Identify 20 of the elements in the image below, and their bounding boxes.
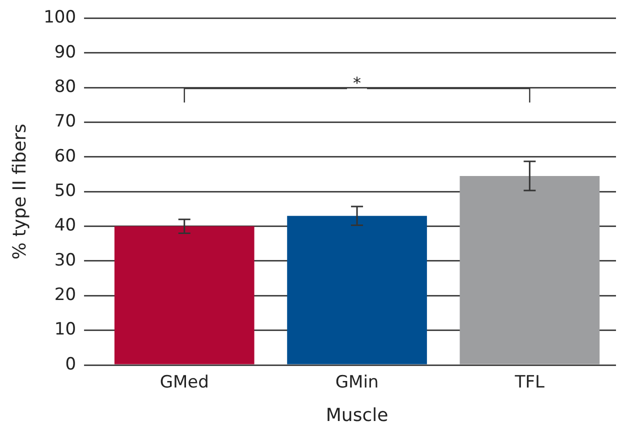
bar [460,176,600,364]
y-tick-label: 10 [54,320,76,340]
annotation: * [353,74,362,93]
y-tick-label: 40 [54,216,76,236]
y-tick-label: 80 [54,76,76,97]
y-tick-label: 30 [54,250,76,270]
x-axis-title: Muscle [326,404,388,426]
x-tick-label: TFL [514,372,546,393]
y-tick-label: 90 [54,42,76,62]
x-tick-label: GMin [335,372,379,393]
bar [287,216,427,364]
y-axis-title: % type II fibers [9,124,30,260]
y-tick-label: 70 [54,112,76,132]
y-tick-label: 0 [65,354,76,374]
y-tick-label: 100 [44,8,76,28]
y-tick-label: 50 [54,181,76,202]
y-tick-label: 20 [54,285,76,306]
y-tick-label: 60 [54,146,76,166]
bar [114,226,254,364]
x-tick-label: GMed [160,372,209,393]
